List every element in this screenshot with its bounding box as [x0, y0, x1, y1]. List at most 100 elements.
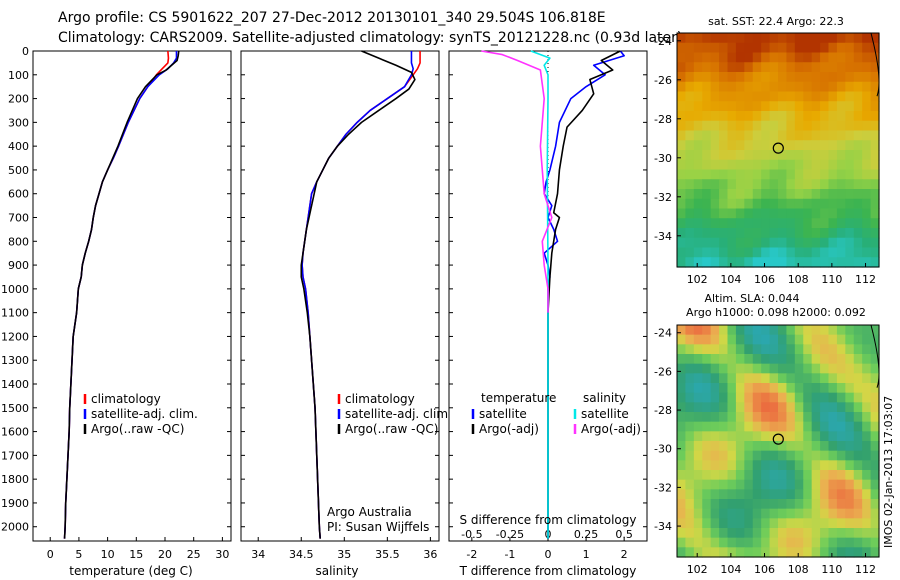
- map-cell: [828, 72, 838, 83]
- map-cell: [761, 208, 771, 219]
- map-cell: [761, 325, 771, 336]
- map-cell: [803, 140, 813, 151]
- map-cell: [685, 247, 695, 258]
- map-cell: [685, 450, 695, 461]
- map-cell: [761, 431, 771, 442]
- map-cell: [744, 412, 754, 423]
- map-cell: [702, 460, 712, 471]
- map-cell: [845, 111, 855, 122]
- map-cell: [828, 431, 838, 442]
- map-cell: [811, 431, 821, 442]
- map-cell: [870, 537, 880, 548]
- map-cell: [761, 169, 771, 180]
- map-cell: [752, 402, 762, 413]
- map-cell: [710, 140, 720, 151]
- map-cell: [828, 441, 838, 452]
- map-cell: [710, 383, 720, 394]
- map-cell: [693, 198, 703, 210]
- map-cell: [786, 91, 796, 102]
- map-cell: [677, 189, 687, 200]
- map-cell: [677, 334, 687, 345]
- map-cell: [820, 257, 830, 268]
- map-cell: [778, 247, 788, 258]
- salinity-panel: 34 34.5 35 35.5 36 climatologysatellite-adj. …: [240, 50, 452, 561]
- map-cell: [778, 81, 788, 93]
- map-cell: [769, 489, 779, 500]
- map-cell: [719, 42, 729, 54]
- map-cell: [752, 383, 762, 394]
- map-cell: [778, 528, 788, 539]
- map-cell: [677, 169, 687, 180]
- map-cell: [719, 150, 729, 161]
- map-cell: [794, 334, 804, 345]
- map-cell: [769, 383, 779, 394]
- map-cell: [735, 237, 745, 249]
- plot-frame: [32, 50, 232, 542]
- map-cell: [727, 179, 737, 190]
- map-cell: [677, 159, 687, 171]
- map-cell: [702, 228, 712, 239]
- map-cell: [803, 528, 813, 539]
- map-cell: [828, 42, 838, 54]
- map-cell: [735, 198, 745, 210]
- map-cell: [693, 518, 703, 529]
- map-cell: [744, 421, 754, 432]
- map-cell: [719, 81, 729, 93]
- map-cell: [803, 179, 813, 190]
- map-cell: [778, 208, 788, 219]
- map-cell: [794, 130, 804, 141]
- map-cell: [862, 499, 872, 510]
- map-cell: [828, 159, 838, 171]
- map-cell: [845, 150, 855, 161]
- map-cell: [702, 198, 712, 210]
- lon-tick-label: 104: [720, 563, 741, 576]
- map-cell: [820, 120, 830, 132]
- map-cell: [735, 470, 745, 481]
- map-cell: [761, 344, 771, 355]
- lat-tick-label: -26: [654, 74, 672, 87]
- map-cell: [870, 159, 880, 171]
- map-cell: [836, 508, 846, 519]
- map-cell: [719, 460, 729, 471]
- map-cell: [752, 344, 762, 355]
- map-cell: [820, 412, 830, 423]
- map-cell: [702, 528, 712, 539]
- map-cell: [685, 101, 695, 112]
- map-cell: [836, 470, 846, 481]
- map-cell: [828, 169, 838, 180]
- map-cell: [828, 101, 838, 112]
- map-cell: [870, 402, 880, 413]
- map-cell: [853, 518, 863, 529]
- map-cell: [820, 52, 830, 63]
- map-cell: [862, 101, 872, 112]
- map-cell: [752, 91, 762, 102]
- map-cell: [702, 479, 712, 490]
- map-cell: [752, 421, 762, 432]
- map-cell: [786, 257, 796, 268]
- map-cell: [794, 208, 804, 219]
- map-cell: [685, 140, 695, 151]
- map-cell: [735, 169, 745, 180]
- lon-tick-label: 104: [720, 273, 741, 286]
- map-cell: [870, 489, 880, 500]
- map-cell: [820, 189, 830, 200]
- map-cell: [719, 354, 729, 365]
- map-cell: [693, 228, 703, 239]
- map-cell: [828, 228, 838, 239]
- map-cell: [786, 130, 796, 141]
- map-cell: [870, 528, 880, 539]
- map-cell: [727, 383, 737, 394]
- map-cell: [710, 91, 720, 102]
- map-cell: [862, 479, 872, 490]
- map-cell: [735, 218, 745, 229]
- map-cell: [719, 228, 729, 239]
- map-cell: [769, 111, 779, 122]
- map-cell: [862, 208, 872, 219]
- map-cell: [702, 547, 712, 558]
- map-cell: [710, 518, 720, 529]
- map-cell: [778, 33, 788, 44]
- map-cell: [845, 42, 855, 54]
- map-cell: [693, 450, 703, 461]
- map-cell: [811, 237, 821, 249]
- lon-tick-label: 108: [788, 563, 809, 576]
